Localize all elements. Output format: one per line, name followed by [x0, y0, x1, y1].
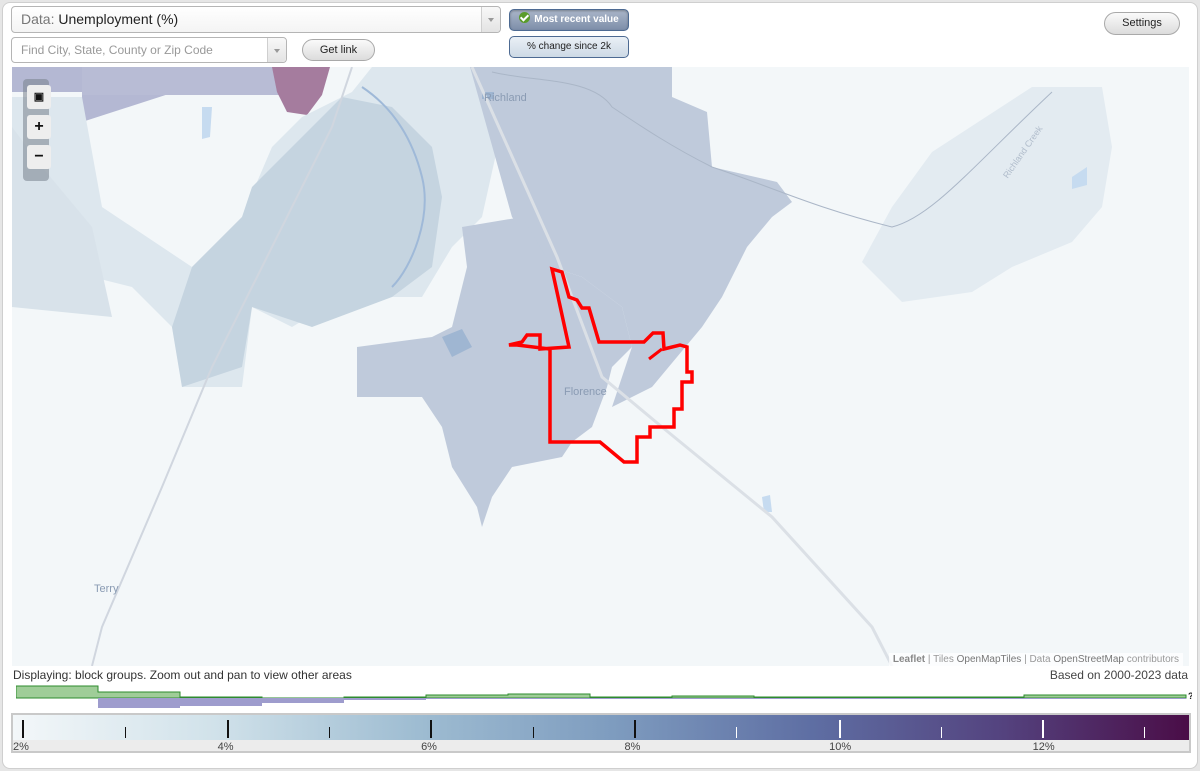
check-icon: [519, 12, 531, 23]
legend-tick-label: 10%: [829, 741, 852, 753]
legend-tick-label: 12%: [1032, 741, 1055, 753]
legend-tick: [1144, 727, 1146, 738]
data-select-prefix: Data:: [21, 11, 55, 27]
toggle-change-since-2k[interactable]: % change since 2k: [509, 36, 629, 58]
data-select[interactable]: Data: Unemployment (%): [11, 6, 501, 33]
display-note: Displaying: block groups. Zoom out and p…: [13, 668, 352, 682]
openmaptiles-link[interactable]: OpenMapTiles: [956, 654, 1022, 665]
toggle-label: Most recent value: [534, 14, 619, 25]
attribution-sep: | Data: [1021, 654, 1054, 665]
settings-button[interactable]: Settings: [1104, 12, 1180, 35]
search-placeholder: Find City, State, County or Zip Code: [21, 43, 213, 57]
map-canvas[interactable]: Richland Florence Terry Richland Creek ▣…: [12, 67, 1189, 666]
legend-tick: [736, 727, 738, 738]
get-link-button[interactable]: Get link: [302, 39, 375, 61]
leaflet-link[interactable]: Leaflet: [892, 654, 926, 665]
place-label-richland: Richland: [484, 92, 527, 104]
legend-tick: [838, 720, 841, 738]
legend-tick: [633, 720, 636, 738]
zoom-in-button[interactable]: +: [27, 115, 51, 139]
place-label-terry: Terry: [94, 583, 119, 595]
zoom-out-button[interactable]: −: [27, 145, 51, 169]
toggle-most-recent-value[interactable]: Most recent value: [509, 9, 629, 31]
legend-tick: [940, 727, 942, 738]
chevron-down-icon[interactable]: [267, 38, 286, 62]
legend-tick-label: 8%: [624, 741, 641, 753]
legend-tick: [1042, 720, 1044, 738]
legend-tick: [329, 727, 331, 738]
place-label-florence: Florence: [564, 386, 607, 398]
map-attribution: Leaflet | Tiles OpenMapTiles | Data Open…: [888, 653, 1183, 666]
legend-tick: [124, 727, 126, 738]
legend-tick-label: 6%: [421, 741, 437, 753]
attribution-suffix: contributors: [1123, 654, 1179, 665]
color-legend: 2% 4% 6% 8% 10% 12%: [11, 713, 1191, 753]
location-search-input[interactable]: Find City, State, County or Zip Code: [11, 37, 287, 63]
chevron-down-icon[interactable]: [481, 7, 500, 32]
legend-tick-label: 4%: [217, 741, 234, 753]
zoom-controls: ▣ + −: [23, 79, 51, 181]
histogram-help-icon[interactable]: ?: [1188, 691, 1192, 701]
based-on-note: Based on 2000-2023 data: [1049, 668, 1188, 682]
data-select-value: Unemployment (%): [58, 11, 179, 27]
legend-gradient: [13, 715, 1189, 740]
legend-tick: [532, 727, 534, 738]
legend-tick: [430, 720, 433, 738]
fullscreen-icon[interactable]: ▣: [27, 85, 51, 109]
openstreetmap-link[interactable]: OpenStreetMap: [1053, 654, 1124, 665]
legend-tick-label: 2%: [13, 741, 29, 753]
distribution-histogram: ?: [16, 685, 1192, 708]
attribution-sep: | Tiles: [925, 654, 957, 665]
legend-tick: [227, 720, 230, 738]
legend-tick: [22, 720, 25, 738]
